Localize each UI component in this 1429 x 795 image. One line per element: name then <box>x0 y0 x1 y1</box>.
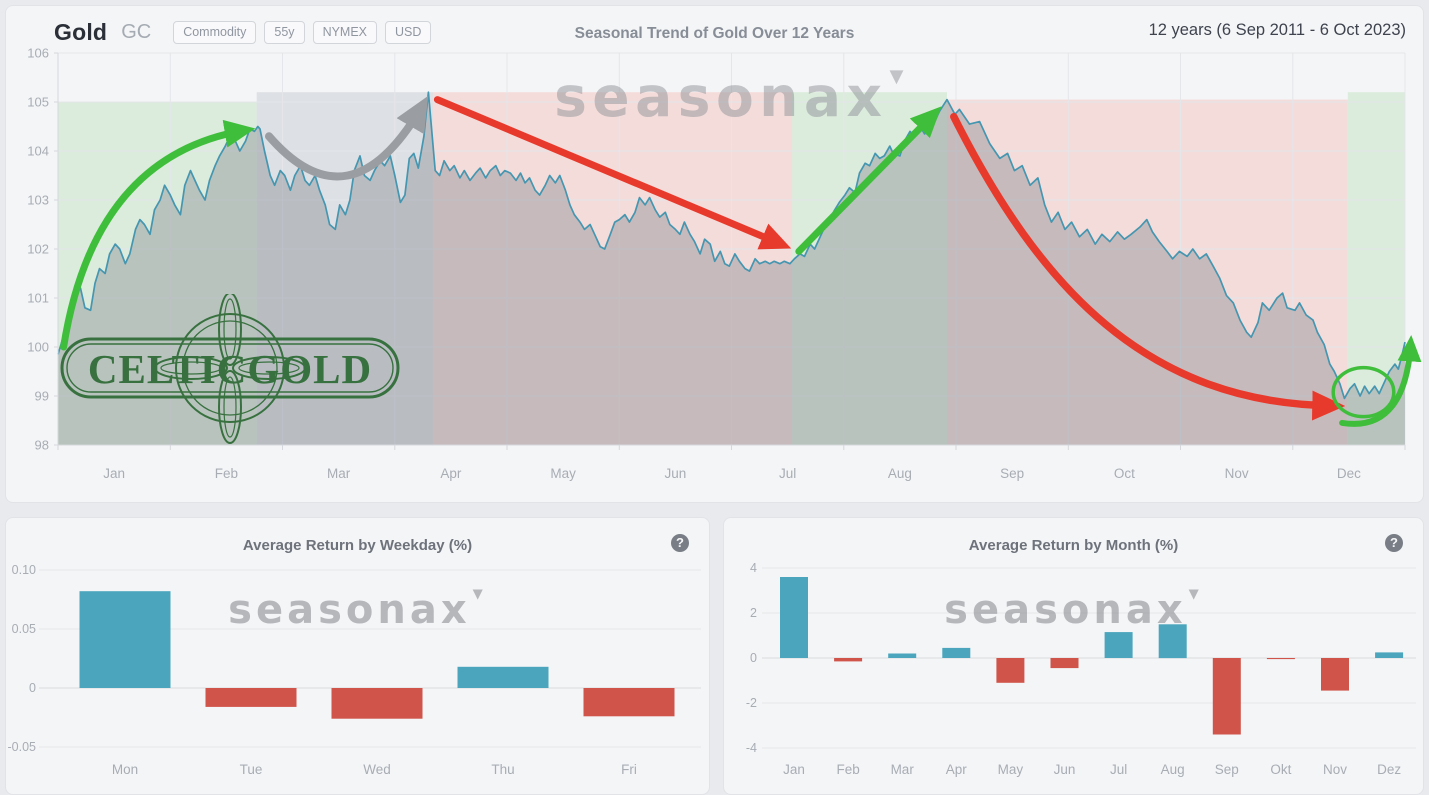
svg-text:Jan: Jan <box>783 762 805 777</box>
svg-text:Tue: Tue <box>240 762 263 777</box>
help-icon[interactable] <box>1385 534 1403 552</box>
svg-text:-2: -2 <box>746 696 757 710</box>
weekday-returns-panel: Average Return by Weekday (%) 0.10 0.05 0 -… <box>5 517 710 795</box>
svg-text:Wed: Wed <box>363 762 391 777</box>
instrument-name: Gold <box>54 19 108 45</box>
svg-text:Jul: Jul <box>779 466 796 481</box>
svg-text:0.05: 0.05 <box>12 622 36 636</box>
instrument-badges: Commodity 55y NYMEX USD <box>173 21 432 44</box>
svg-text:Mar: Mar <box>891 762 915 777</box>
weekday-chart-title: Average Return by Weekday (%) <box>242 537 473 554</box>
svg-text:Jun: Jun <box>1054 762 1076 777</box>
svg-text:101: 101 <box>27 291 49 306</box>
svg-text:2: 2 <box>750 606 757 620</box>
monthly-chart-title: Average Return by Month (%) <box>968 537 1179 554</box>
badge-asset-class: Commodity <box>173 21 257 44</box>
svg-text:98: 98 <box>35 438 49 453</box>
svg-text:Sep: Sep <box>1000 466 1024 481</box>
svg-text:Jan: Jan <box>103 466 125 481</box>
svg-text:Okt: Okt <box>1270 762 1291 777</box>
badge-history-length: 55y <box>264 21 305 44</box>
svg-text:May: May <box>550 466 576 481</box>
svg-text:0: 0 <box>750 651 757 665</box>
svg-text:Aug: Aug <box>888 466 912 481</box>
instrument-header: Gold GC Commodity 55y NYMEX USD <box>54 19 432 46</box>
badge-currency: USD <box>385 21 432 44</box>
svg-text:Nov: Nov <box>1225 466 1249 481</box>
svg-text:0.10: 0.10 <box>12 563 36 577</box>
svg-text:Feb: Feb <box>215 466 238 481</box>
svg-text:Apr: Apr <box>946 762 968 777</box>
svg-text:May: May <box>998 762 1024 777</box>
svg-text:-4: -4 <box>746 741 757 755</box>
svg-text:Mon: Mon <box>112 762 138 777</box>
svg-text:0: 0 <box>29 681 36 695</box>
badge-exchange: NYMEX <box>312 21 378 44</box>
svg-text:Oct: Oct <box>1114 466 1135 481</box>
svg-text:100: 100 <box>27 340 49 355</box>
svg-text:Jun: Jun <box>665 466 687 481</box>
svg-text:102: 102 <box>27 242 49 257</box>
svg-text:Aug: Aug <box>1161 762 1185 777</box>
date-range-label: 12 years (6 Sep 2011 - 6 Oct 2023) <box>1148 21 1406 39</box>
svg-text:Feb: Feb <box>836 762 859 777</box>
svg-text:4: 4 <box>750 561 757 575</box>
svg-text:106: 106 <box>27 46 49 61</box>
svg-text:Dec: Dec <box>1337 466 1361 481</box>
instrument-symbol: GC <box>121 21 152 43</box>
svg-text:99: 99 <box>35 389 49 404</box>
chart-title: Seasonal Trend of Gold Over 12 Years <box>574 25 855 42</box>
svg-text:105: 105 <box>27 95 49 110</box>
help-icon[interactable] <box>671 534 689 552</box>
svg-text:Jul: Jul <box>1110 762 1127 777</box>
svg-text:Mar: Mar <box>327 466 351 481</box>
monthly-returns-panel: Average Return by Month (%) 4 2 0 -2 -4 Jan Fe… <box>723 517 1424 795</box>
svg-text:103: 103 <box>27 193 49 208</box>
svg-text:Nov: Nov <box>1323 762 1347 777</box>
seasonal-line-chart[interactable]: 106 105 104 103 102 101 100 99 98 Jan Feb Mar Apr May… <box>6 6 1423 502</box>
weekday-bar-chart[interactable]: 0.10 0.05 0 -0.05 Mon Tue Wed Thu Fri <box>6 518 709 794</box>
svg-text:Dez: Dez <box>1377 762 1401 777</box>
svg-text:Thu: Thu <box>491 762 514 777</box>
seasonal-chart-panel: Gold GC Commodity 55y NYMEX USD Seasonal… <box>5 5 1424 503</box>
svg-text:104: 104 <box>27 144 49 159</box>
svg-text:Fri: Fri <box>621 762 637 777</box>
svg-text:Apr: Apr <box>440 466 462 481</box>
svg-text:Sep: Sep <box>1215 762 1239 777</box>
svg-text:-0.05: -0.05 <box>8 740 37 754</box>
monthly-bar-chart[interactable]: 4 2 0 -2 -4 Jan Feb Mar Apr May Jun Jul Aug Sep Okt Nov… <box>724 518 1423 794</box>
